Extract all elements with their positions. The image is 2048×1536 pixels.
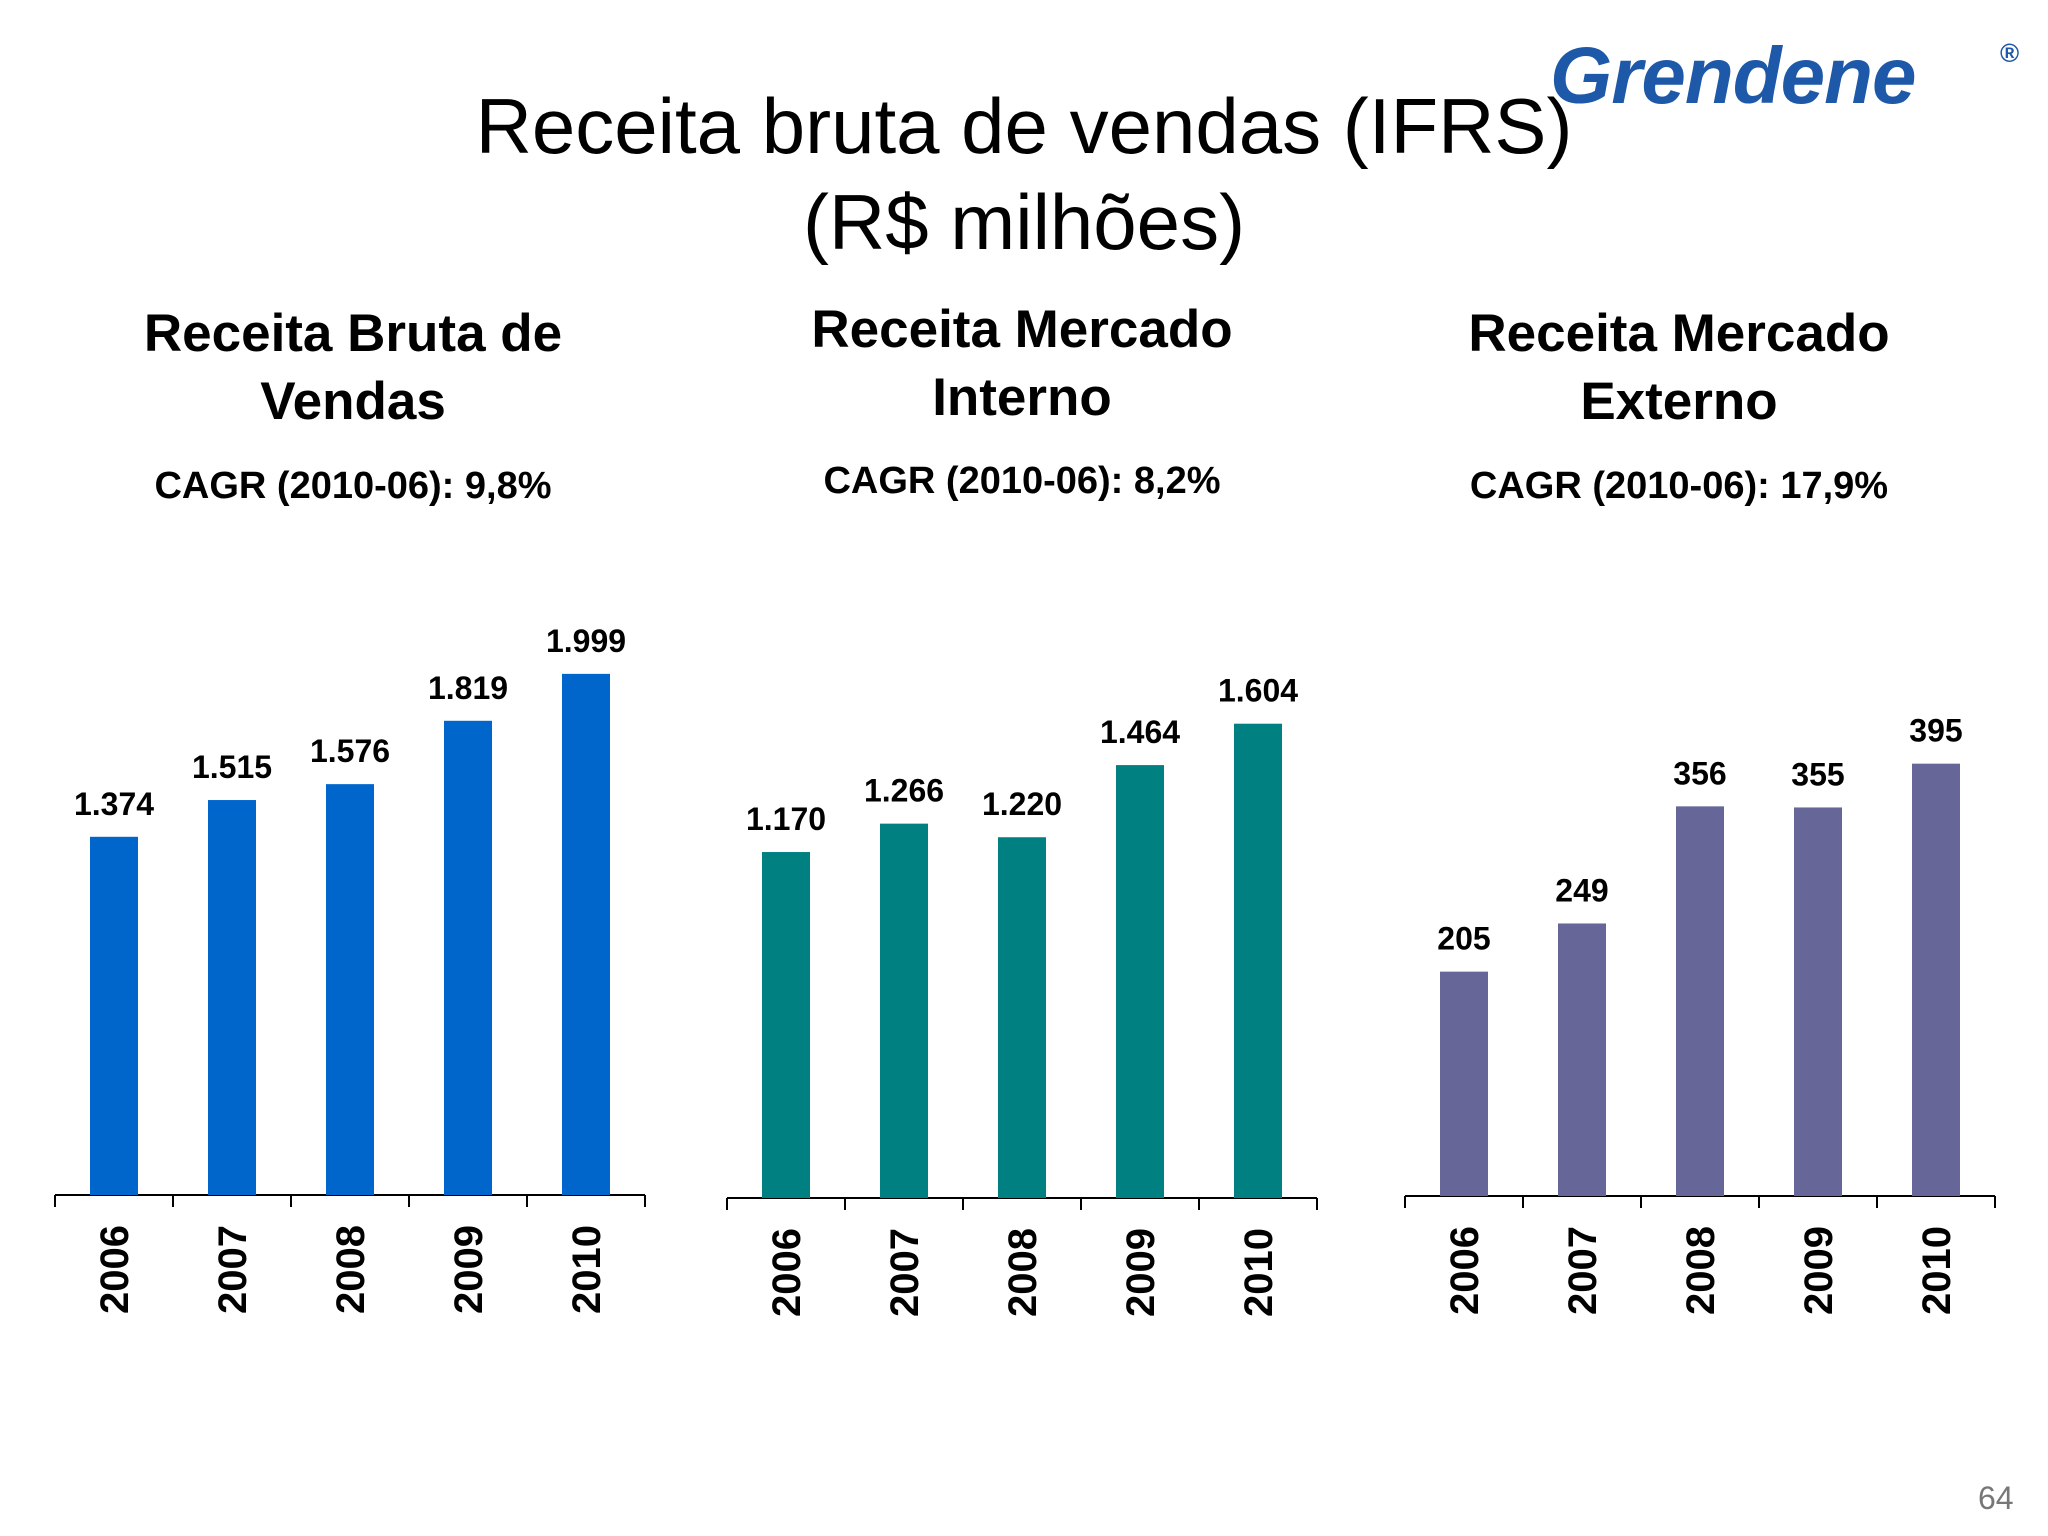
- tick-label: 2009: [447, 1225, 491, 1314]
- tick-label: 2006: [765, 1228, 809, 1317]
- data-label: 1.819: [428, 670, 508, 706]
- tick-label: 2010: [1237, 1228, 1281, 1317]
- cagr-bruta: CAGR (2010-06): 9,8%: [154, 465, 552, 507]
- tick-label: 2007: [1561, 1226, 1605, 1315]
- data-label: 395: [1909, 713, 1962, 749]
- data-label: 355: [1791, 756, 1844, 792]
- bar-2007: [880, 823, 928, 1198]
- tick-label: 2009: [1797, 1226, 1841, 1315]
- registered-mark: ®: [2000, 38, 2020, 68]
- data-label: 356: [1673, 755, 1726, 791]
- grendene-logo: Grendene: [1550, 31, 1916, 120]
- data-label: 1.374: [74, 786, 154, 822]
- tick-label: 2007: [211, 1225, 255, 1314]
- data-label: 1.170: [746, 801, 826, 837]
- data-label: 1.576: [310, 733, 390, 769]
- tick-label: 2008: [329, 1225, 373, 1314]
- bar-2010: [1912, 763, 1960, 1196]
- panel-title-line: Receita Mercado: [1468, 304, 1890, 363]
- bar-2009: [1116, 765, 1164, 1198]
- data-label: 1.266: [864, 773, 944, 809]
- slide-title: Receita bruta de vendas (IFRS): [475, 82, 1573, 170]
- bar-2010: [1234, 723, 1282, 1198]
- chart-0: 1.374 2006 1.515 2007 1.576 2008 1.819 2009 1.99…: [54, 623, 646, 1314]
- tick-label: 2010: [1915, 1226, 1959, 1315]
- panel-title-externo: Receita Mercado Externo: [1349, 300, 2009, 436]
- chart-2: 205 2006 249 2007 356 2008 355 2009 395 2010: [1404, 713, 1996, 1315]
- data-label: 1.220: [982, 786, 1062, 822]
- data-label: 1.999: [546, 623, 626, 659]
- slide-subtitle: (R$ milhões): [802, 178, 1246, 266]
- data-label: 205: [1437, 921, 1490, 957]
- bar-2008: [1676, 806, 1724, 1196]
- panel-title-line: Receita Mercado: [811, 300, 1233, 359]
- tick-label: 2008: [1001, 1228, 1045, 1317]
- data-label: 249: [1555, 872, 1608, 908]
- bar-2008: [326, 784, 374, 1195]
- data-label: 1.515: [192, 749, 272, 785]
- data-label: 1.464: [1100, 714, 1180, 750]
- bar-2007: [208, 800, 256, 1195]
- cagr-interno: CAGR (2010-06): 8,2%: [823, 460, 1221, 502]
- tick-label: 2010: [565, 1225, 609, 1314]
- bar-2006: [762, 852, 810, 1198]
- panel-title-line: Vendas: [260, 372, 446, 431]
- bar-2009: [444, 720, 492, 1195]
- tick-label: 2008: [1679, 1226, 1723, 1315]
- data-label: 1.604: [1218, 673, 1298, 709]
- chart-1: 1.170 2006 1.266 2007 1.220 2008 1.464 2009 1.60…: [726, 673, 1318, 1317]
- tick-label: 2007: [883, 1228, 927, 1317]
- bar-2006: [90, 836, 138, 1195]
- bar-2007: [1558, 923, 1606, 1196]
- bar-2010: [562, 673, 610, 1195]
- panel-title-bruta: Receita Bruta de Vendas: [23, 300, 683, 436]
- page-number: 64: [1978, 1480, 2014, 1516]
- bar-2009: [1794, 807, 1842, 1196]
- panel-title-line: Interno: [932, 368, 1112, 427]
- panel-title-line: Receita Bruta de: [143, 304, 563, 363]
- bar-2006: [1440, 971, 1488, 1196]
- panel-title-interno: Receita Mercado Interno: [692, 296, 1352, 432]
- tick-label: 2009: [1119, 1228, 1163, 1317]
- cagr-externo: CAGR (2010-06): 17,9%: [1469, 465, 1889, 507]
- panel-title-line: Externo: [1580, 372, 1778, 431]
- tick-label: 2006: [1443, 1226, 1487, 1315]
- bar-2008: [998, 837, 1046, 1198]
- tick-label: 2006: [93, 1225, 137, 1314]
